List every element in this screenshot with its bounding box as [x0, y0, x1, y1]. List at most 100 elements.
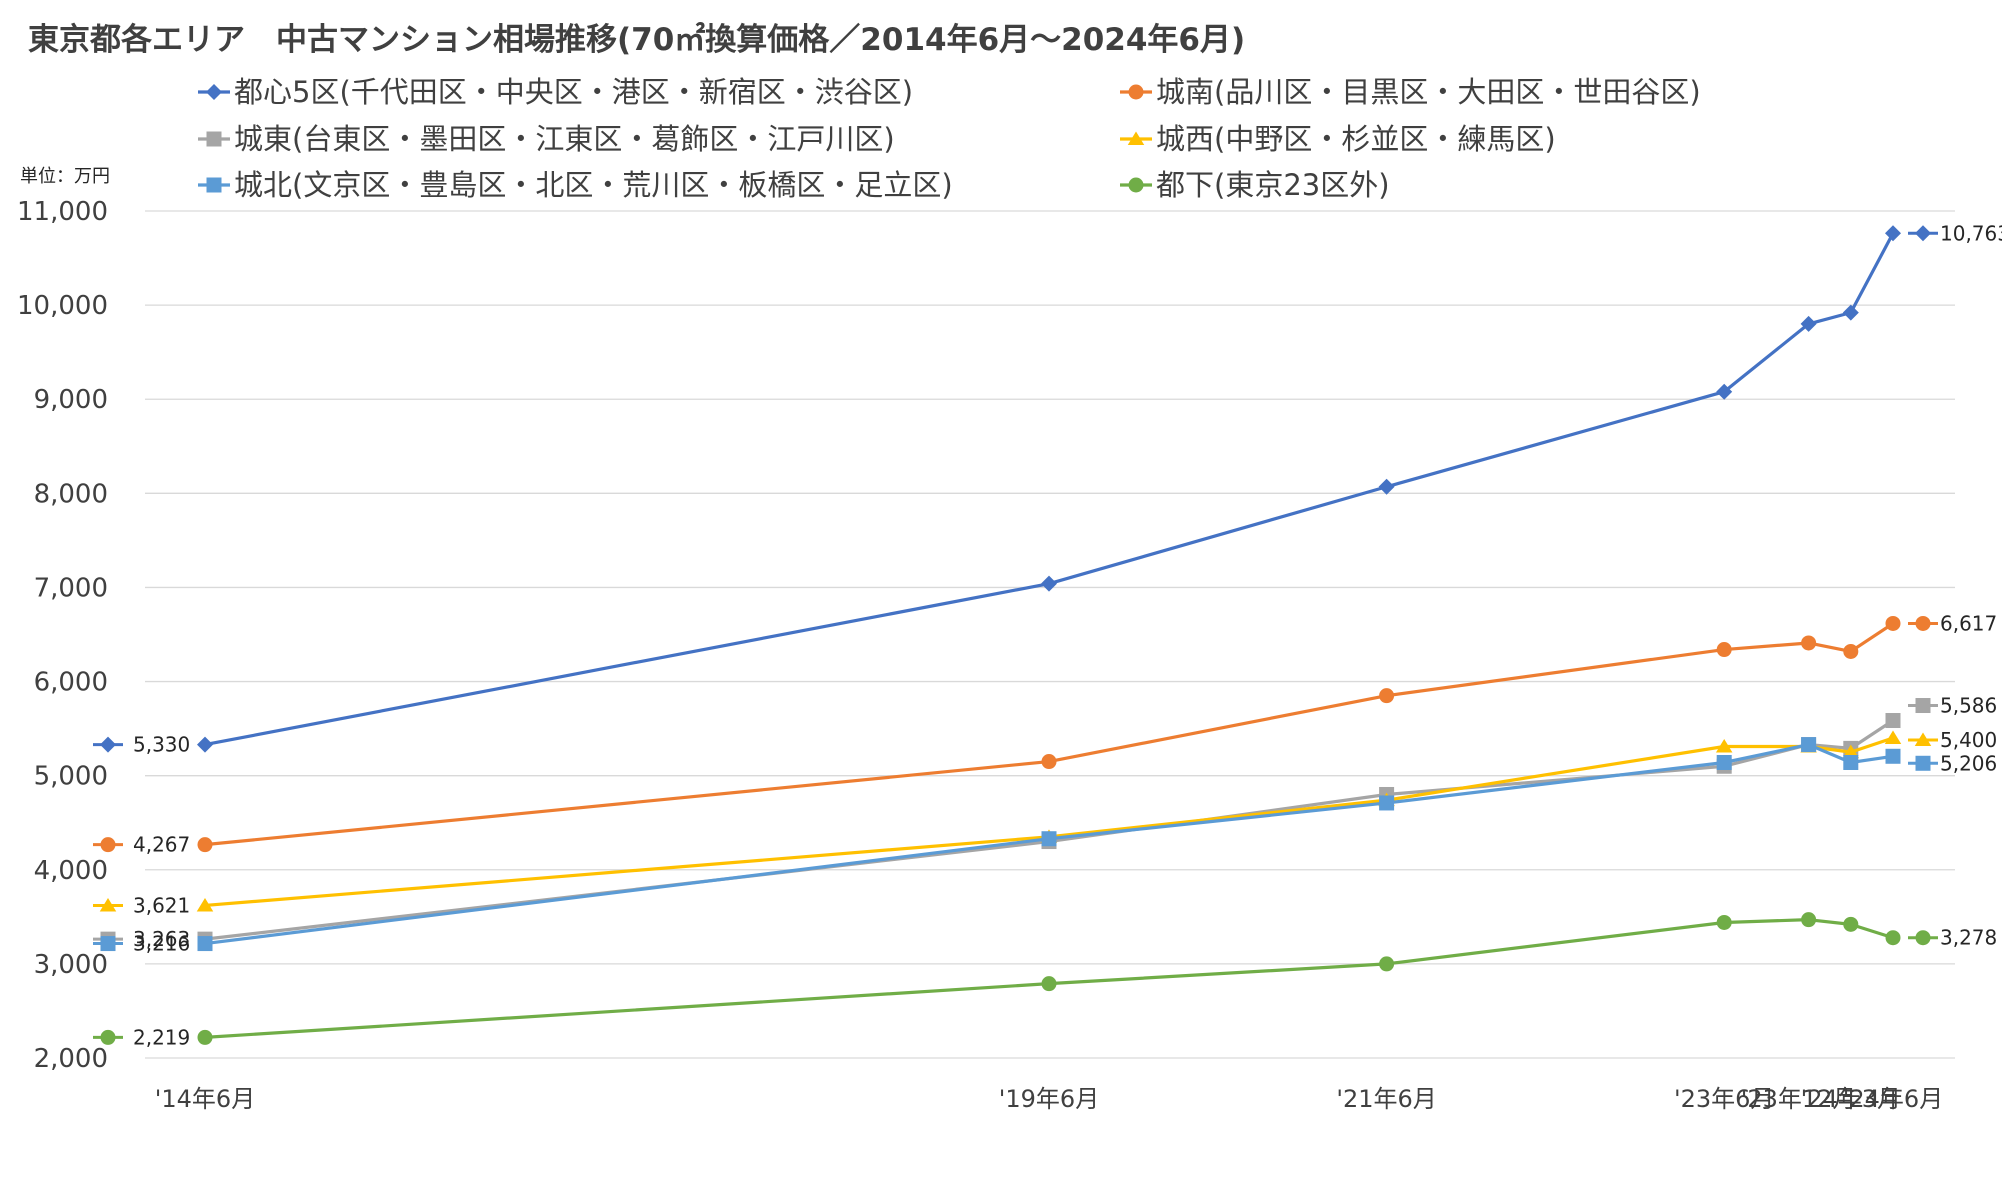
end-data-label: 6,617	[1940, 611, 1997, 635]
y-tick-label: 5,000	[34, 762, 108, 792]
legend-marker	[206, 177, 222, 193]
start-data-label: 5,330	[133, 733, 190, 757]
data-point	[1885, 748, 1901, 764]
data-point	[197, 1029, 213, 1045]
series-line	[204, 232, 1895, 747]
data-point	[1843, 916, 1859, 932]
data-point	[1041, 754, 1057, 770]
y-tick-label: 10,000	[17, 291, 108, 321]
legend-item: 城東(台東区・墨田区・江東区・葛飾区・江戸川区)	[198, 122, 895, 156]
unit-label: 単位：万円	[20, 166, 110, 187]
legend-marker	[206, 131, 222, 147]
x-axis-ticks: '14年6月 '19年6月 '21年6月 '23年6月'23年12月'24年3月'24…	[155, 1085, 1943, 1113]
legend-item: 都下(東京23区外)	[1120, 168, 1390, 202]
legend-label: 都心5区(千代田区・中央区・港区・新宿区・渋谷区)	[234, 75, 913, 109]
end-label-marker	[1915, 698, 1931, 714]
end-data-label: 5,400	[1940, 728, 1997, 752]
y-tick-label: 4,000	[34, 856, 108, 886]
legend-label: 城南(品川区・目黒区・大田区・世田谷区)	[1156, 75, 1701, 109]
data-point	[1842, 744, 1860, 759]
series-layer: 5,330 10,763 4,267 6,617 3,263 5,586 3,621 5,40…	[93, 221, 2002, 1049]
data-point	[1379, 795, 1395, 811]
legend-item: 都心5区(千代田区・中央区・港区・新宿区・渋谷区)	[198, 75, 913, 109]
data-point	[1379, 688, 1395, 704]
legend-marker	[206, 84, 222, 100]
legend-marker	[1128, 177, 1144, 193]
end-label-marker	[1915, 615, 1931, 631]
start-label-marker	[100, 837, 116, 853]
legend-label: 城北(文京区・豊島区・北区・荒川区・板橋区・足立区)	[234, 168, 953, 202]
data-point	[196, 897, 214, 912]
legend-label: 城西(中野区・杉並区・練馬区)	[1156, 122, 1556, 156]
data-point	[197, 736, 213, 753]
end-data-label: 5,586	[1940, 694, 1997, 718]
data-point	[1379, 956, 1395, 972]
legend-label: 都下(東京23区外)	[1156, 168, 1390, 202]
y-tick-label: 6,000	[34, 668, 108, 698]
data-point	[197, 936, 213, 952]
start-label-marker	[100, 736, 116, 753]
x-tick-label: '21年6月	[1336, 1085, 1436, 1113]
data-point	[1801, 737, 1817, 753]
start-data-label: 3,621	[133, 893, 190, 917]
start-data-label: 3,216	[133, 932, 190, 956]
legend-label: 城東(台東区・墨田区・江東区・葛飾区・江戸川区)	[234, 122, 895, 156]
series-5: 2,219 3,278	[93, 912, 1997, 1049]
x-tick-label: '24年3月	[1801, 1085, 1901, 1113]
start-data-label: 2,219	[133, 1025, 190, 1049]
start-label-marker	[100, 1029, 116, 1045]
y-tick-label: 11,000	[17, 197, 108, 227]
y-tick-label: 8,000	[34, 479, 108, 509]
data-point	[1041, 575, 1057, 592]
series-4: 3,216 5,206	[93, 737, 1997, 956]
legend: 都心5区(千代田区・中央区・港区・新宿区・渋谷区) 城南(品川区・目黒区・大田区・…	[198, 75, 1701, 202]
series-2: 3,263 5,586	[93, 694, 1997, 951]
x-tick-label: '23年12月	[1741, 1085, 1857, 1113]
gridlines	[145, 210, 1955, 1059]
data-point	[1800, 315, 1817, 332]
legend-item: 城北(文京区・豊島区・北区・荒川区・板橋区・足立区)	[198, 168, 953, 202]
y-axis-ticks: 2,000 3,000 4,000 5,000 6,000 7,000 8,000 9,000…	[17, 197, 108, 1074]
x-tick-label: '19年6月	[999, 1085, 1099, 1113]
data-point	[1843, 754, 1859, 770]
y-tick-label: 7,000	[34, 573, 108, 603]
y-tick-label: 9,000	[34, 385, 108, 415]
end-data-label: 5,206	[1940, 751, 1997, 775]
data-point	[1041, 976, 1057, 992]
series-1: 4,267 6,617	[93, 611, 1997, 857]
data-point	[1842, 304, 1859, 321]
data-point	[1716, 754, 1732, 770]
start-label-marker	[99, 897, 117, 912]
data-point	[1041, 831, 1057, 847]
series-0: 5,330 10,763	[93, 221, 2002, 757]
data-point	[1885, 225, 1901, 242]
y-tick-label: 3,000	[34, 950, 108, 980]
end-data-label: 3,278	[1940, 926, 1997, 950]
start-data-label: 4,267	[133, 833, 190, 857]
legend-marker	[1128, 84, 1144, 100]
data-point	[197, 837, 213, 853]
data-point	[1716, 914, 1732, 930]
end-label-marker	[1915, 930, 1931, 946]
data-point	[1885, 930, 1901, 946]
data-point	[1801, 912, 1817, 928]
data-point	[1715, 738, 1733, 753]
end-label-marker	[1914, 732, 1932, 747]
data-point	[1885, 713, 1901, 729]
series-line	[204, 622, 1894, 847]
data-point	[1884, 730, 1902, 745]
end-data-label: 10,763	[1940, 221, 2002, 245]
data-point	[1801, 635, 1817, 651]
start-label-marker	[100, 936, 116, 952]
data-point	[1378, 478, 1395, 495]
x-tick-label: '14年6月	[155, 1085, 255, 1113]
end-label-marker	[1915, 755, 1931, 771]
data-point	[1843, 643, 1859, 659]
legend-item: 城西(中野区・杉並区・練馬区)	[1120, 122, 1556, 156]
legend-item: 城南(品川区・目黒区・大田区・世田谷区)	[1120, 75, 1701, 109]
legend-marker	[1127, 131, 1145, 145]
end-label-marker	[1915, 225, 1931, 242]
x-tick-label: '23年6月	[1674, 1085, 1774, 1113]
